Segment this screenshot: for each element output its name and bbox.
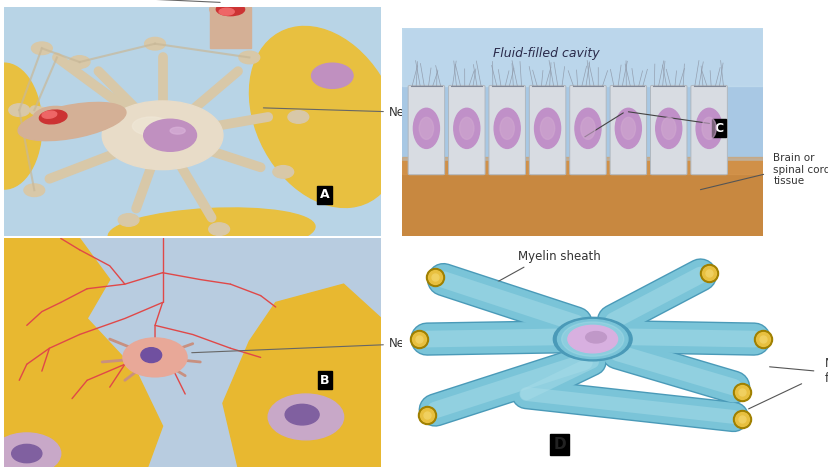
Ellipse shape <box>132 117 170 135</box>
Ellipse shape <box>102 101 223 169</box>
Ellipse shape <box>118 214 139 226</box>
Ellipse shape <box>614 108 641 148</box>
Ellipse shape <box>0 63 42 189</box>
Text: D: D <box>552 437 566 452</box>
Circle shape <box>553 317 631 361</box>
Polygon shape <box>402 238 816 467</box>
Ellipse shape <box>419 118 433 139</box>
FancyBboxPatch shape <box>529 85 566 175</box>
Circle shape <box>285 405 319 425</box>
Polygon shape <box>209 7 251 48</box>
Circle shape <box>556 320 628 359</box>
Circle shape <box>143 119 196 152</box>
Ellipse shape <box>31 42 52 55</box>
Ellipse shape <box>216 3 244 16</box>
Polygon shape <box>402 161 762 236</box>
Ellipse shape <box>655 108 681 148</box>
Circle shape <box>585 331 605 343</box>
Ellipse shape <box>141 348 161 362</box>
Ellipse shape <box>42 111 56 118</box>
Ellipse shape <box>209 0 251 18</box>
Ellipse shape <box>696 108 721 148</box>
Ellipse shape <box>108 208 315 255</box>
Ellipse shape <box>287 110 308 123</box>
FancyBboxPatch shape <box>489 85 525 175</box>
FancyBboxPatch shape <box>690 85 726 175</box>
Ellipse shape <box>33 106 74 127</box>
Ellipse shape <box>249 26 400 208</box>
Ellipse shape <box>144 37 166 50</box>
Ellipse shape <box>453 108 479 148</box>
FancyBboxPatch shape <box>650 85 686 175</box>
FancyBboxPatch shape <box>609 85 646 175</box>
Text: Neuron: Neuron <box>191 337 431 353</box>
FancyBboxPatch shape <box>407 85 444 175</box>
Ellipse shape <box>9 104 30 117</box>
Polygon shape <box>4 238 109 319</box>
Ellipse shape <box>69 56 90 68</box>
Ellipse shape <box>620 118 635 139</box>
FancyBboxPatch shape <box>448 85 484 175</box>
Polygon shape <box>402 28 762 86</box>
Text: C: C <box>714 121 723 135</box>
Text: Nerve
fibers: Nerve fibers <box>824 357 828 385</box>
Ellipse shape <box>39 110 67 124</box>
Ellipse shape <box>493 108 520 148</box>
Polygon shape <box>223 284 381 467</box>
Circle shape <box>0 433 60 472</box>
Ellipse shape <box>219 8 234 15</box>
Ellipse shape <box>209 223 229 236</box>
Circle shape <box>567 325 617 353</box>
Ellipse shape <box>18 102 126 141</box>
Text: Myelin sheath: Myelin sheath <box>518 250 600 263</box>
Polygon shape <box>402 28 762 169</box>
Circle shape <box>268 394 344 440</box>
Circle shape <box>12 445 41 463</box>
Text: B: B <box>320 374 329 387</box>
Ellipse shape <box>459 118 474 139</box>
Text: Neuron: Neuron <box>263 106 431 119</box>
Ellipse shape <box>24 184 45 196</box>
Ellipse shape <box>272 166 293 178</box>
Ellipse shape <box>661 118 675 139</box>
Ellipse shape <box>580 118 595 139</box>
Ellipse shape <box>575 108 600 148</box>
Text: A: A <box>320 188 330 201</box>
Text: Fluid-filled cavity: Fluid-filled cavity <box>493 47 599 60</box>
Ellipse shape <box>534 108 560 148</box>
Ellipse shape <box>413 108 439 148</box>
Polygon shape <box>402 157 762 174</box>
Circle shape <box>311 63 353 88</box>
Text: Capillary: Capillary <box>0 0 220 2</box>
Polygon shape <box>4 295 162 467</box>
Ellipse shape <box>499 118 513 139</box>
Circle shape <box>561 322 623 356</box>
Circle shape <box>123 338 187 377</box>
Ellipse shape <box>170 127 185 134</box>
Text: Brain or
spinal cord
tissue: Brain or spinal cord tissue <box>773 153 828 186</box>
Ellipse shape <box>701 118 715 139</box>
Ellipse shape <box>238 51 259 64</box>
Ellipse shape <box>540 118 554 139</box>
FancyBboxPatch shape <box>569 85 605 175</box>
Polygon shape <box>4 238 381 467</box>
Polygon shape <box>4 7 381 236</box>
